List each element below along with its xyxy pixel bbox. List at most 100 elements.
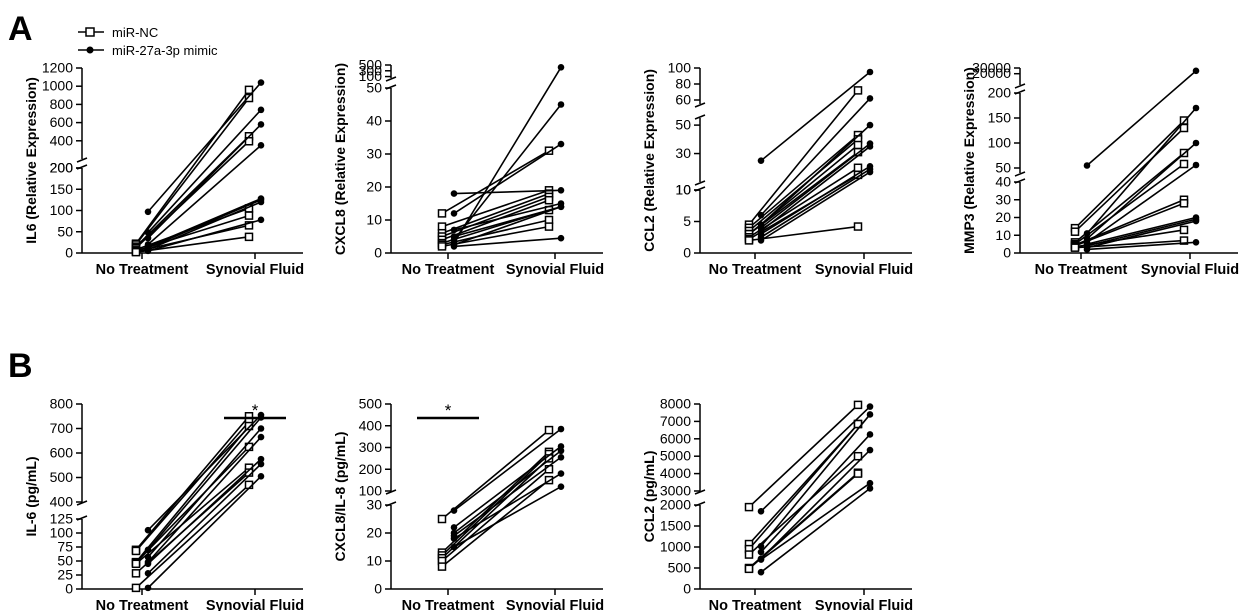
y-tick-label: 400 <box>359 417 383 433</box>
significance-label: * <box>445 401 452 420</box>
data-point-mir-nc <box>853 86 863 95</box>
data-point-mir-27a-mimic <box>450 524 458 531</box>
pair-line <box>760 406 871 512</box>
data-point-mir-27a-mimic <box>757 157 765 164</box>
pair-line <box>441 457 550 559</box>
pair-line <box>441 189 550 228</box>
data-point-mir-27a-mimic <box>757 556 765 563</box>
axis-break-mark <box>1014 171 1026 177</box>
axis-break-mark <box>76 157 88 163</box>
pair-line <box>453 66 562 244</box>
y-tick-label: 500 <box>50 469 74 485</box>
data-point-mir-27a-mimic <box>866 479 874 487</box>
data-point-mir-27a-mimic <box>257 198 265 206</box>
y-tick-label: 600 <box>50 114 74 130</box>
axis-break-mark <box>1014 83 1026 89</box>
data-point-mir-nc <box>853 222 863 231</box>
y-tick-label: 20 <box>995 209 1011 225</box>
y-tick-label: 20 <box>366 525 382 541</box>
data-point-mir-27a-mimic <box>557 453 565 461</box>
data-point-mir-27a-mimic <box>757 211 765 219</box>
significance-label: * <box>252 401 259 420</box>
y-tick-label: 700 <box>50 420 74 436</box>
y-tick-label: 5 <box>683 213 691 229</box>
y-axis-title: CXCL8/IL-8 (pg/mL) <box>332 432 348 562</box>
pair-line <box>760 124 871 226</box>
pair-line <box>760 71 871 162</box>
data-point-mir-nc <box>1070 227 1080 236</box>
y-tick-label: 1500 <box>660 518 691 534</box>
data-point-mir-27a-mimic <box>144 208 152 216</box>
data-point-mir-27a-mimic <box>144 570 152 577</box>
axis-break-mark <box>385 489 397 495</box>
y-tick-label: 0 <box>65 245 73 261</box>
pair-line <box>147 82 262 213</box>
pair-line <box>147 197 262 248</box>
data-point-mir-27a-mimic <box>1192 139 1200 147</box>
data-point-mir-27a-mimic <box>557 425 565 433</box>
pair-line <box>453 428 562 512</box>
axis-break-mark <box>694 489 706 495</box>
data-point-mir-nc <box>244 211 254 220</box>
y-tick-label: 300 <box>359 62 383 78</box>
data-point-mir-27a-mimic <box>557 101 565 108</box>
x-tick-label: No Treatment <box>96 598 189 611</box>
y-tick-label: 30 <box>366 146 382 162</box>
data-point-mir-nc <box>1179 225 1189 235</box>
y-tick-label: 1000 <box>660 539 691 555</box>
y-axis-title: CCL2 (Relative Expression) <box>641 69 657 252</box>
y-axis-title: IL6 (Relative Expression) <box>23 77 39 244</box>
y-tick-label: 30 <box>995 191 1011 207</box>
y-tick-label: 500 <box>359 57 383 73</box>
pair-line <box>147 463 262 574</box>
y-tick-label: 10 <box>366 553 382 569</box>
data-point-mir-27a-mimic <box>450 190 458 197</box>
y-tick-label: 100 <box>50 525 74 541</box>
pair-line <box>453 206 562 238</box>
pair-line <box>1074 119 1185 229</box>
data-point-mir-nc <box>131 247 141 257</box>
y-tick-label: 0 <box>683 245 691 261</box>
y-tick-label: 125 <box>50 511 74 527</box>
y-tick-label: 50 <box>675 117 691 133</box>
y-axis-title: IL-6 (pg/mL) <box>23 456 39 536</box>
pair-line <box>453 485 562 548</box>
y-tick-label: 20000 <box>972 65 1011 81</box>
pair-line <box>135 425 250 563</box>
data-point-mir-nc <box>244 232 254 242</box>
y-tick-label: 30 <box>675 145 691 161</box>
data-point-mir-nc <box>1179 123 1189 133</box>
data-point-mir-nc <box>244 137 254 146</box>
pair-line <box>1086 107 1197 234</box>
data-point-mir-27a-mimic <box>1083 162 1091 169</box>
pair-line <box>441 150 550 215</box>
legend-item-mir-27a-mimic: miR-27a-3p mimic <box>78 43 218 58</box>
data-point-mir-27a-mimic <box>144 229 152 236</box>
y-tick-label: 30000 <box>972 60 1011 76</box>
y-tick-label: 0 <box>374 245 382 261</box>
x-tick-label: Synovial Fluid <box>206 598 304 611</box>
pair-line <box>441 429 550 520</box>
data-point-mir-nc <box>1179 199 1189 208</box>
data-point-mir-nc <box>131 546 141 556</box>
y-tick-label: 200 <box>50 160 74 176</box>
data-point-mir-27a-mimic <box>1192 217 1200 225</box>
y-tick-label: 4000 <box>660 465 691 481</box>
y-tick-label: 200 <box>988 85 1012 101</box>
y-tick-label: 8000 <box>660 396 691 412</box>
y-axis-title: CCL2 (pg/mL) <box>641 451 657 543</box>
y-tick-label: 100 <box>359 68 383 84</box>
pair-line <box>748 89 859 226</box>
pair-line <box>147 109 262 234</box>
data-point-mir-27a-mimic <box>450 507 458 514</box>
pair-line <box>147 414 262 531</box>
y-tick-label: 800 <box>50 96 74 112</box>
x-tick-label: Synovial Fluid <box>815 262 913 278</box>
y-tick-label: 50 <box>995 160 1011 176</box>
data-point-mir-27a-mimic <box>1083 246 1091 253</box>
